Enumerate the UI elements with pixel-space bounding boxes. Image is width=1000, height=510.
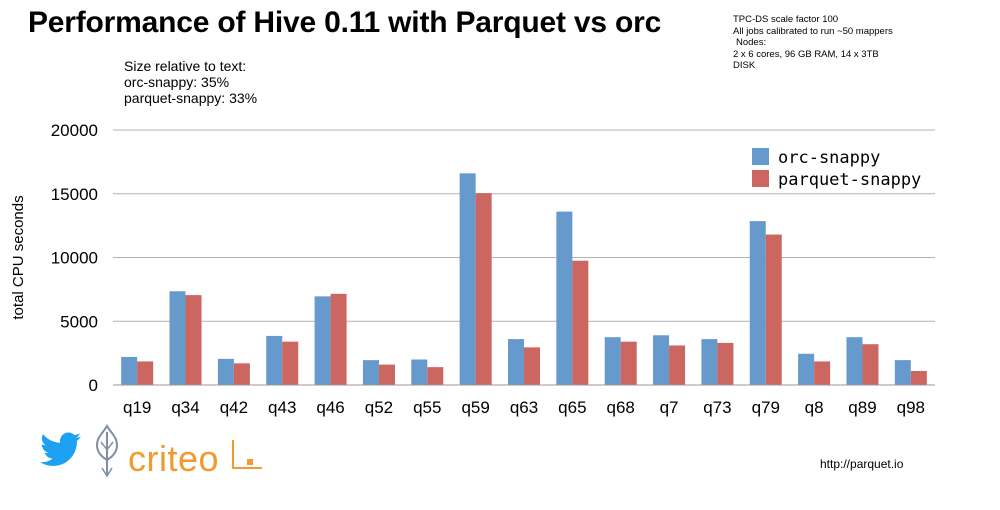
x-tick-label: q59 — [461, 398, 489, 417]
orc-snappy-bar — [411, 359, 428, 385]
source-url: http://parquet.io — [820, 457, 904, 471]
x-tick-label: q63 — [510, 398, 538, 417]
parquet-snappy-bar — [814, 361, 831, 385]
parquet-snappy-bar — [524, 347, 540, 385]
parquet-snappy-bar — [765, 234, 782, 385]
y-tick-label: 10000 — [51, 249, 98, 268]
page-title: Performance of Hive 0.11 with Parquet vs… — [28, 6, 662, 39]
parquet-snappy-bar — [330, 293, 347, 385]
x-tick-label: q55 — [413, 398, 441, 417]
y-axis-title: total CPU seconds — [10, 195, 27, 319]
parquet-snappy-bar — [572, 260, 589, 385]
orc-snappy-bar — [266, 335, 283, 385]
x-tick-label: q52 — [365, 398, 393, 417]
x-tick-label: q79 — [752, 398, 780, 417]
parquet-snappy-bar — [427, 367, 444, 385]
parquet-snappy-bar — [282, 341, 299, 385]
orc-snappy-bar — [846, 337, 863, 385]
orc-snappy-bar — [314, 296, 331, 385]
x-tick-label: q8 — [805, 398, 824, 417]
y-tick-label: 5000 — [60, 312, 98, 331]
x-tick-label: q73 — [703, 398, 731, 417]
legend-swatch — [752, 148, 769, 165]
criteo-leaf-icon — [95, 424, 119, 478]
legend-label: orc-snappy — [778, 148, 880, 168]
orc-snappy-bar — [362, 360, 379, 385]
x-tick-label: q68 — [607, 398, 635, 417]
orc-snappy-bar — [169, 291, 186, 385]
size-note-line: Size relative to text: — [124, 58, 247, 74]
orc-snappy-bar — [894, 360, 911, 385]
legend-swatch — [752, 170, 769, 187]
x-tick-label: q7 — [660, 398, 679, 417]
setup-note-line: All jobs calibrated to run ~50 mappers — [733, 25, 893, 37]
setup-note-line: 2 x 6 cores, 96 GB RAM, 14 x 3TB — [733, 48, 879, 60]
orc-snappy-bar — [653, 335, 670, 385]
criteo-logo-dot — [247, 459, 253, 465]
parquet-snappy-bar — [137, 361, 154, 385]
parquet-snappy-bar — [378, 364, 395, 385]
orc-snappy-bar — [556, 211, 573, 385]
parquet-snappy-bar — [233, 363, 250, 385]
x-tick-label: q43 — [268, 398, 296, 417]
orc-snappy-bar — [459, 173, 476, 385]
x-tick-label: q65 — [558, 398, 586, 417]
parquet-snappy-bar — [669, 345, 686, 385]
parquet-snappy-bar — [475, 193, 492, 385]
parquet-snappy-bar — [620, 341, 637, 385]
x-tick-label: q42 — [220, 398, 248, 417]
setup-note-line: TPC-DS scale factor 100 — [733, 14, 839, 25]
x-tick-label: q34 — [171, 398, 199, 417]
orc-snappy-bar — [217, 358, 234, 385]
size-note: Size relative to text: orc-snappy: 35% p… — [124, 58, 257, 106]
size-note-line: parquet-snappy: 33% — [124, 90, 258, 106]
parquet-snappy-bar — [910, 370, 927, 385]
x-tick-label: q89 — [848, 398, 876, 417]
y-tick-label: 0 — [89, 376, 98, 395]
criteo-logo-bracket — [232, 440, 262, 469]
parquet-snappy-bar — [862, 344, 879, 385]
orc-snappy-bar — [508, 339, 524, 385]
orc-snappy-bar — [604, 337, 621, 385]
x-tick-label: q98 — [897, 398, 925, 417]
setup-note-line: DISK — [733, 60, 756, 71]
legend-label: parquet-snappy — [778, 170, 921, 190]
orc-snappy-bar — [701, 339, 718, 385]
criteo-logo-text: criteo — [128, 438, 220, 479]
size-note-line: orc-snappy: 35% — [124, 74, 230, 90]
setup-note-line: Nodes: — [736, 37, 767, 48]
parquet-snappy-bar — [185, 295, 202, 385]
parquet-snappy-bar — [717, 342, 734, 385]
y-tick-label: 20000 — [51, 121, 98, 140]
orc-snappy-bar — [798, 353, 815, 385]
y-tick-label: 15000 — [51, 185, 98, 204]
orc-snappy-bar — [121, 356, 138, 385]
x-tick-label: q46 — [316, 398, 344, 417]
twitter-bird-icon — [40, 432, 81, 466]
x-tick-label: q19 — [123, 398, 151, 417]
orc-snappy-bar — [749, 221, 766, 385]
setup-note: TPC-DS scale factor 100 All jobs calibra… — [733, 14, 893, 72]
